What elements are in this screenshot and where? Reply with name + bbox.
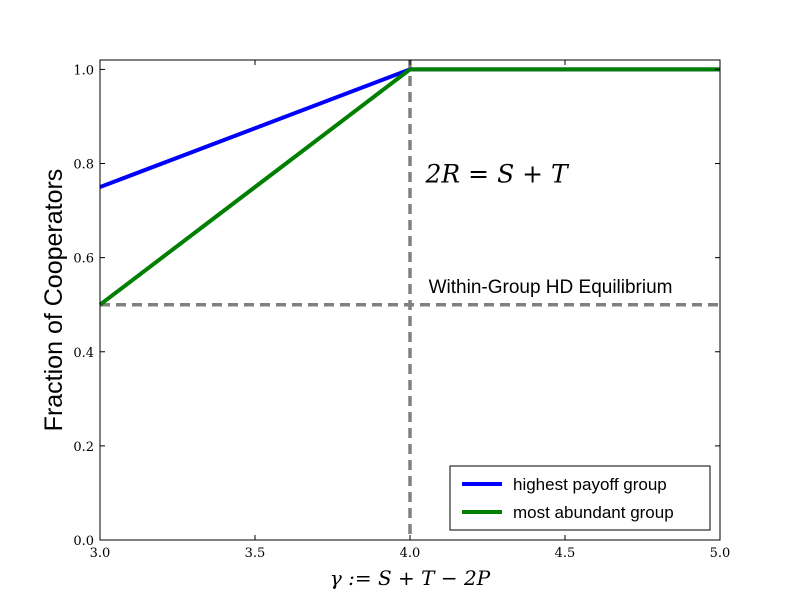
legend-label: highest payoff group [513,475,667,494]
tick-labels: 3.0 3.5 4.0 4.5 5.0 0.0 0.2 0.4 0.6 0.8 1.0 [73,63,730,561]
series-line-2 [98,67,720,307]
axis-ticks [99,60,721,541]
legend-box [449,465,711,531]
x-tick-label: 5.0 [710,546,731,561]
y-tick-label: 0.2 [73,440,94,455]
x-tick-label: 3.5 [245,546,266,561]
reference-lines [100,60,720,540]
x-tick-label: 3.0 [90,546,111,561]
equation-annotation: 2R = S + T [425,159,571,188]
y-tick-label: 0.4 [73,346,94,361]
legend: highest payoff group most abundant group [449,465,711,531]
y-tick-label: 0.0 [73,534,94,549]
y-tick-label: 0.8 [73,158,94,173]
equilibrium-annotation: Within-Group HD Equilibrium [429,277,673,298]
x-tick-label: 4.5 [555,546,576,561]
x-axis-label: γ := S + T − 2P [330,566,491,590]
x-tick-label: 4.0 [400,546,421,561]
annotations: 2R = S + T Within-Group HD Equilibrium [425,159,673,298]
y-tick-label: 1.0 [73,63,94,78]
legend-label: most abundant group [513,503,674,522]
series-lines [98,67,720,307]
y-tick-label: 0.6 [73,252,94,267]
y-axis-label: Fraction of Cooperators [40,169,68,432]
